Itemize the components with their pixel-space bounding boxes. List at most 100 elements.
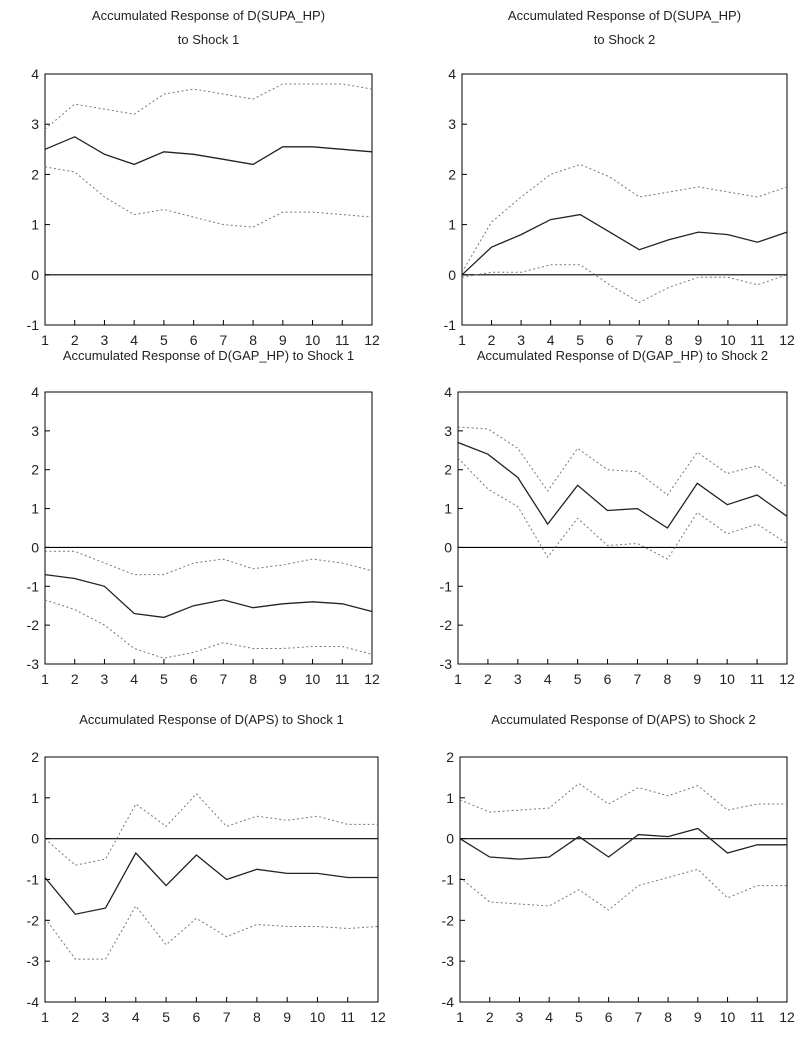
y-tick-label: 1	[31, 501, 39, 517]
x-tick-label: 8	[665, 332, 673, 348]
y-tick-label: 2	[31, 166, 39, 182]
chart-title: Accumulated Response of D(GAP_HP) to Sho…	[63, 348, 354, 363]
x-tick-label: 9	[279, 671, 287, 687]
y-tick-label: 1	[444, 501, 452, 517]
plot-frame	[44, 73, 373, 326]
x-tick-label: 6	[605, 1009, 613, 1025]
series-line-upper	[461, 163, 788, 273]
x-tick-label: 10	[720, 1009, 736, 1025]
chart-panel-4: Accumulated Response of D(GAP_HP) to Sho…	[440, 348, 795, 687]
y-tick-label: 2	[448, 166, 456, 182]
chart-title: Accumulated Response of D(GAP_HP) to Sho…	[477, 348, 768, 363]
y-tick-label: -2	[440, 617, 453, 633]
y-tick-label: 4	[31, 384, 39, 400]
x-tick-label: 10	[719, 671, 735, 687]
y-tick-label: 2	[446, 749, 454, 765]
x-tick-label: 3	[514, 671, 522, 687]
y-tick-label: -1	[27, 578, 40, 594]
x-tick-label: 11	[750, 671, 765, 687]
x-tick-label: 12	[370, 1009, 386, 1025]
x-tick-label: 9	[694, 332, 702, 348]
x-tick-label: 5	[160, 332, 168, 348]
x-tick-label: 8	[663, 671, 671, 687]
series-line-upper	[459, 782, 787, 813]
x-tick-label: 2	[71, 1009, 79, 1025]
x-tick-label: 12	[779, 332, 795, 348]
series-line-estimate	[457, 441, 788, 529]
x-tick-label: 6	[604, 671, 612, 687]
chart-title: to Shock 1	[178, 32, 239, 47]
series-line-estimate	[461, 213, 788, 276]
x-tick-label: 2	[71, 671, 79, 687]
x-tick-label: 3	[516, 1009, 524, 1025]
x-tick-label: 6	[606, 332, 614, 348]
x-tick-label: 2	[486, 1009, 494, 1025]
y-tick-label: -3	[27, 953, 40, 969]
series-line-upper	[457, 426, 788, 496]
y-tick-label: 3	[31, 116, 39, 132]
x-tick-label: 9	[694, 1009, 702, 1025]
y-tick-label: 4	[444, 384, 452, 400]
y-tick-label: 3	[444, 423, 452, 439]
y-tick-label: 0	[31, 539, 39, 555]
x-tick-label: 1	[41, 332, 49, 348]
x-tick-label: 4	[547, 332, 555, 348]
x-tick-label: 5	[160, 671, 168, 687]
y-tick-label: -2	[27, 617, 40, 633]
x-tick-label: 5	[162, 1009, 170, 1025]
y-tick-label: 0	[444, 539, 452, 555]
series-line-upper	[44, 83, 373, 130]
x-tick-label: 7	[219, 332, 227, 348]
y-tick-label: -2	[27, 912, 40, 928]
y-tick-label: -4	[27, 994, 40, 1010]
y-tick-label: -1	[27, 317, 40, 333]
y-tick-label: -1	[27, 872, 40, 888]
x-tick-label: 1	[456, 1009, 464, 1025]
chart-title: Accumulated Response of D(APS) to Shock …	[491, 712, 755, 727]
y-tick-label: 0	[31, 267, 39, 283]
x-tick-label: 12	[779, 1009, 795, 1025]
x-tick-label: 6	[190, 332, 198, 348]
y-tick-label: -1	[440, 578, 453, 594]
x-tick-label: 11	[340, 1009, 355, 1025]
x-tick-label: 5	[576, 332, 584, 348]
x-tick-label: 12	[779, 671, 795, 687]
x-tick-label: 11	[335, 332, 350, 348]
x-tick-label: 7	[634, 671, 642, 687]
chart-title: Accumulated Response of D(APS) to Shock …	[79, 712, 343, 727]
x-tick-label: 4	[545, 1009, 553, 1025]
y-tick-label: 0	[31, 831, 39, 847]
y-tick-label: -2	[442, 912, 455, 928]
x-tick-label: 11	[750, 1009, 765, 1025]
x-tick-label: 5	[574, 671, 582, 687]
x-tick-label: 10	[310, 1009, 326, 1025]
series-line-estimate	[44, 136, 373, 166]
x-tick-label: 9	[283, 1009, 291, 1025]
chart-panel-1: Accumulated Response of D(SUPA_HP)to Sho…	[27, 8, 380, 348]
y-tick-label: 1	[446, 790, 454, 806]
plot-frame	[44, 391, 373, 665]
x-tick-label: 8	[253, 1009, 261, 1025]
y-tick-label: 4	[31, 66, 39, 82]
x-tick-label: 3	[517, 332, 525, 348]
x-tick-label: 9	[693, 671, 701, 687]
chart-title: to Shock 2	[594, 32, 655, 47]
x-tick-label: 3	[101, 671, 109, 687]
y-tick-label: 1	[448, 217, 456, 233]
x-tick-label: 2	[484, 671, 492, 687]
x-tick-label: 12	[364, 671, 380, 687]
chart-title: Accumulated Response of D(SUPA_HP)	[92, 8, 325, 23]
chart-panel-6: Accumulated Response of D(APS) to Shock …	[442, 712, 795, 1025]
y-tick-label: -4	[442, 994, 455, 1010]
plot-frame	[461, 73, 788, 326]
x-tick-label: 6	[190, 671, 198, 687]
x-tick-label: 1	[41, 1009, 49, 1025]
y-tick-label: 3	[448, 116, 456, 132]
series-line-upper	[45, 550, 373, 576]
x-tick-label: 4	[544, 671, 552, 687]
y-tick-label: 2	[31, 749, 39, 765]
y-tick-label: -1	[442, 872, 455, 888]
x-tick-label: 6	[192, 1009, 200, 1025]
x-tick-label: 4	[130, 671, 138, 687]
